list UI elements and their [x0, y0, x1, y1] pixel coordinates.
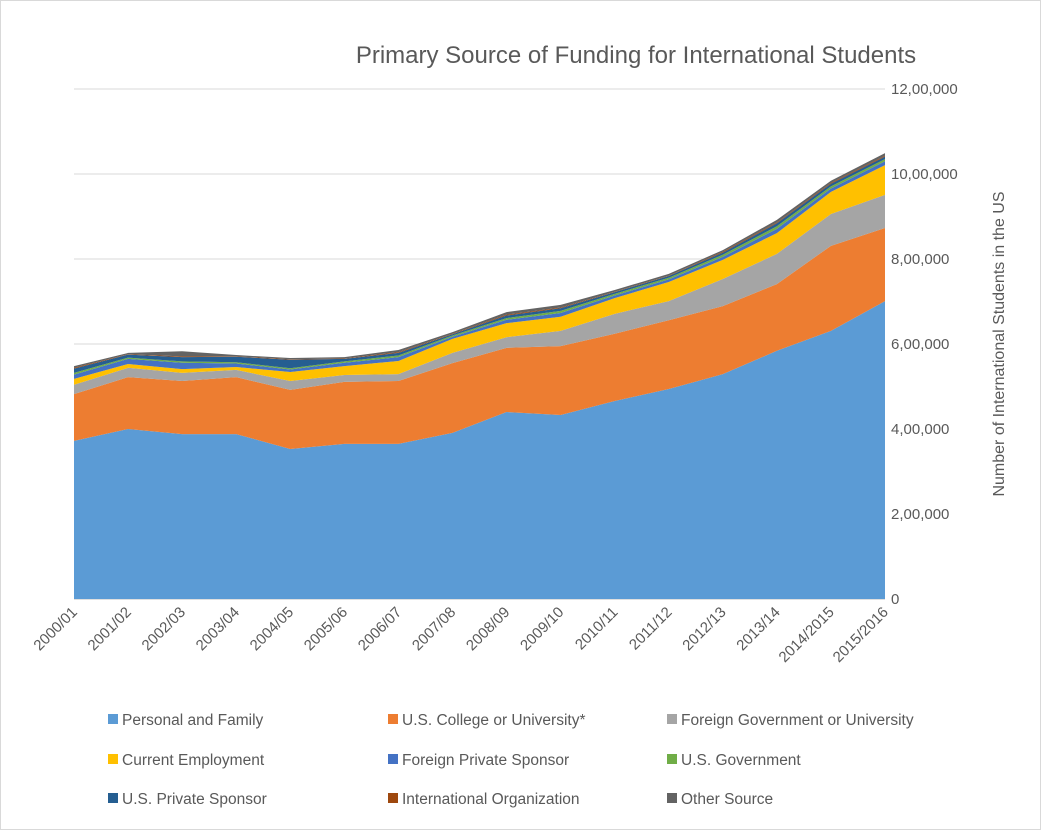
x-tick-label: 2010/11 [572, 604, 622, 654]
x-tick-label: 2014/2015 [776, 604, 838, 666]
legend-swatch [108, 793, 118, 803]
legend-label: International Organization [402, 791, 580, 808]
x-tick-label: 2015/2016 [830, 604, 892, 666]
legend-item: U.S. College or University* [388, 712, 585, 729]
x-tick-label: 2012/13 [679, 604, 729, 654]
x-tick-label: 2003/04 [193, 604, 243, 654]
legend-label: Current Employment [122, 752, 265, 769]
legend-item: Foreign Private Sponsor [388, 752, 569, 769]
x-tick-label: 2013/14 [733, 604, 783, 654]
legend-label: Other Source [681, 791, 773, 808]
legend-swatch [108, 714, 118, 724]
chart-title: Primary Source of Funding for Internatio… [356, 42, 916, 69]
x-tick-labels: 2000/01 2001/02 2002/03 2003/04 2004/05 2005/… [30, 604, 891, 666]
legend-swatch [388, 793, 398, 803]
legend-item: Other Source [667, 791, 773, 808]
y-tick-label: 0 [891, 591, 899, 608]
legend-item: Current Employment [108, 752, 265, 769]
y-tick-label: 4,00,000 [891, 421, 949, 438]
legend-swatch [108, 754, 118, 764]
y-tick-label: 8,00,000 [891, 251, 949, 268]
legend-label: U.S. Private Sponsor [122, 791, 267, 808]
legend-label: Foreign Private Sponsor [402, 752, 569, 769]
legend-swatch [388, 754, 398, 764]
area-u-s-college-or-university [74, 227, 885, 449]
legend-item: U.S. Government [667, 752, 801, 769]
legend-swatch [388, 714, 398, 724]
legend-item: U.S. Private Sponsor [108, 791, 267, 808]
legend-label: Personal and Family [122, 712, 264, 729]
legend-item: Personal and Family [108, 712, 264, 729]
legend-label: U.S. College or University* [402, 712, 585, 729]
x-tick-label: 2008/09 [463, 604, 513, 654]
x-tick-label: 2002/03 [139, 604, 189, 654]
y-tick-label: 10,00,000 [891, 166, 958, 183]
legend-swatch [667, 714, 677, 724]
legend-item: Foreign Government or University [667, 712, 914, 729]
x-tick-label: 2007/08 [409, 604, 459, 654]
x-tick-label: 2001/02 [85, 604, 135, 654]
y-tick-label: 2,00,000 [891, 506, 949, 523]
legend-label: U.S. Government [681, 752, 801, 769]
legend-label: Foreign Government or University [681, 712, 914, 729]
x-tick-label: 2011/12 [626, 604, 676, 654]
y-tick-labels: 0 2,00,000 4,00,000 6,00,000 8,00,000 10,00,0… [891, 81, 958, 608]
legend-swatch [667, 793, 677, 803]
legend: Personal and Family U.S. College or Unive… [108, 712, 914, 808]
legend-item: International Organization [388, 791, 580, 808]
x-tick-label: 2006/07 [355, 604, 405, 654]
y-axis-label: Number of International Students in the … [991, 191, 1008, 496]
y-tick-label: 6,00,000 [891, 336, 949, 353]
area-personal-and-family [74, 301, 885, 599]
area-current-employment [74, 165, 885, 385]
area-foreign-government-or-university [74, 194, 885, 395]
x-tick-label: 2004/05 [247, 604, 297, 654]
y-tick-label: 12,00,000 [891, 81, 958, 98]
legend-swatch [667, 754, 677, 764]
areas [74, 153, 885, 599]
x-tick-label: 2009/10 [517, 604, 567, 654]
x-tick-label: 2000/01 [30, 604, 80, 654]
x-tick-label: 2005/06 [301, 604, 351, 654]
